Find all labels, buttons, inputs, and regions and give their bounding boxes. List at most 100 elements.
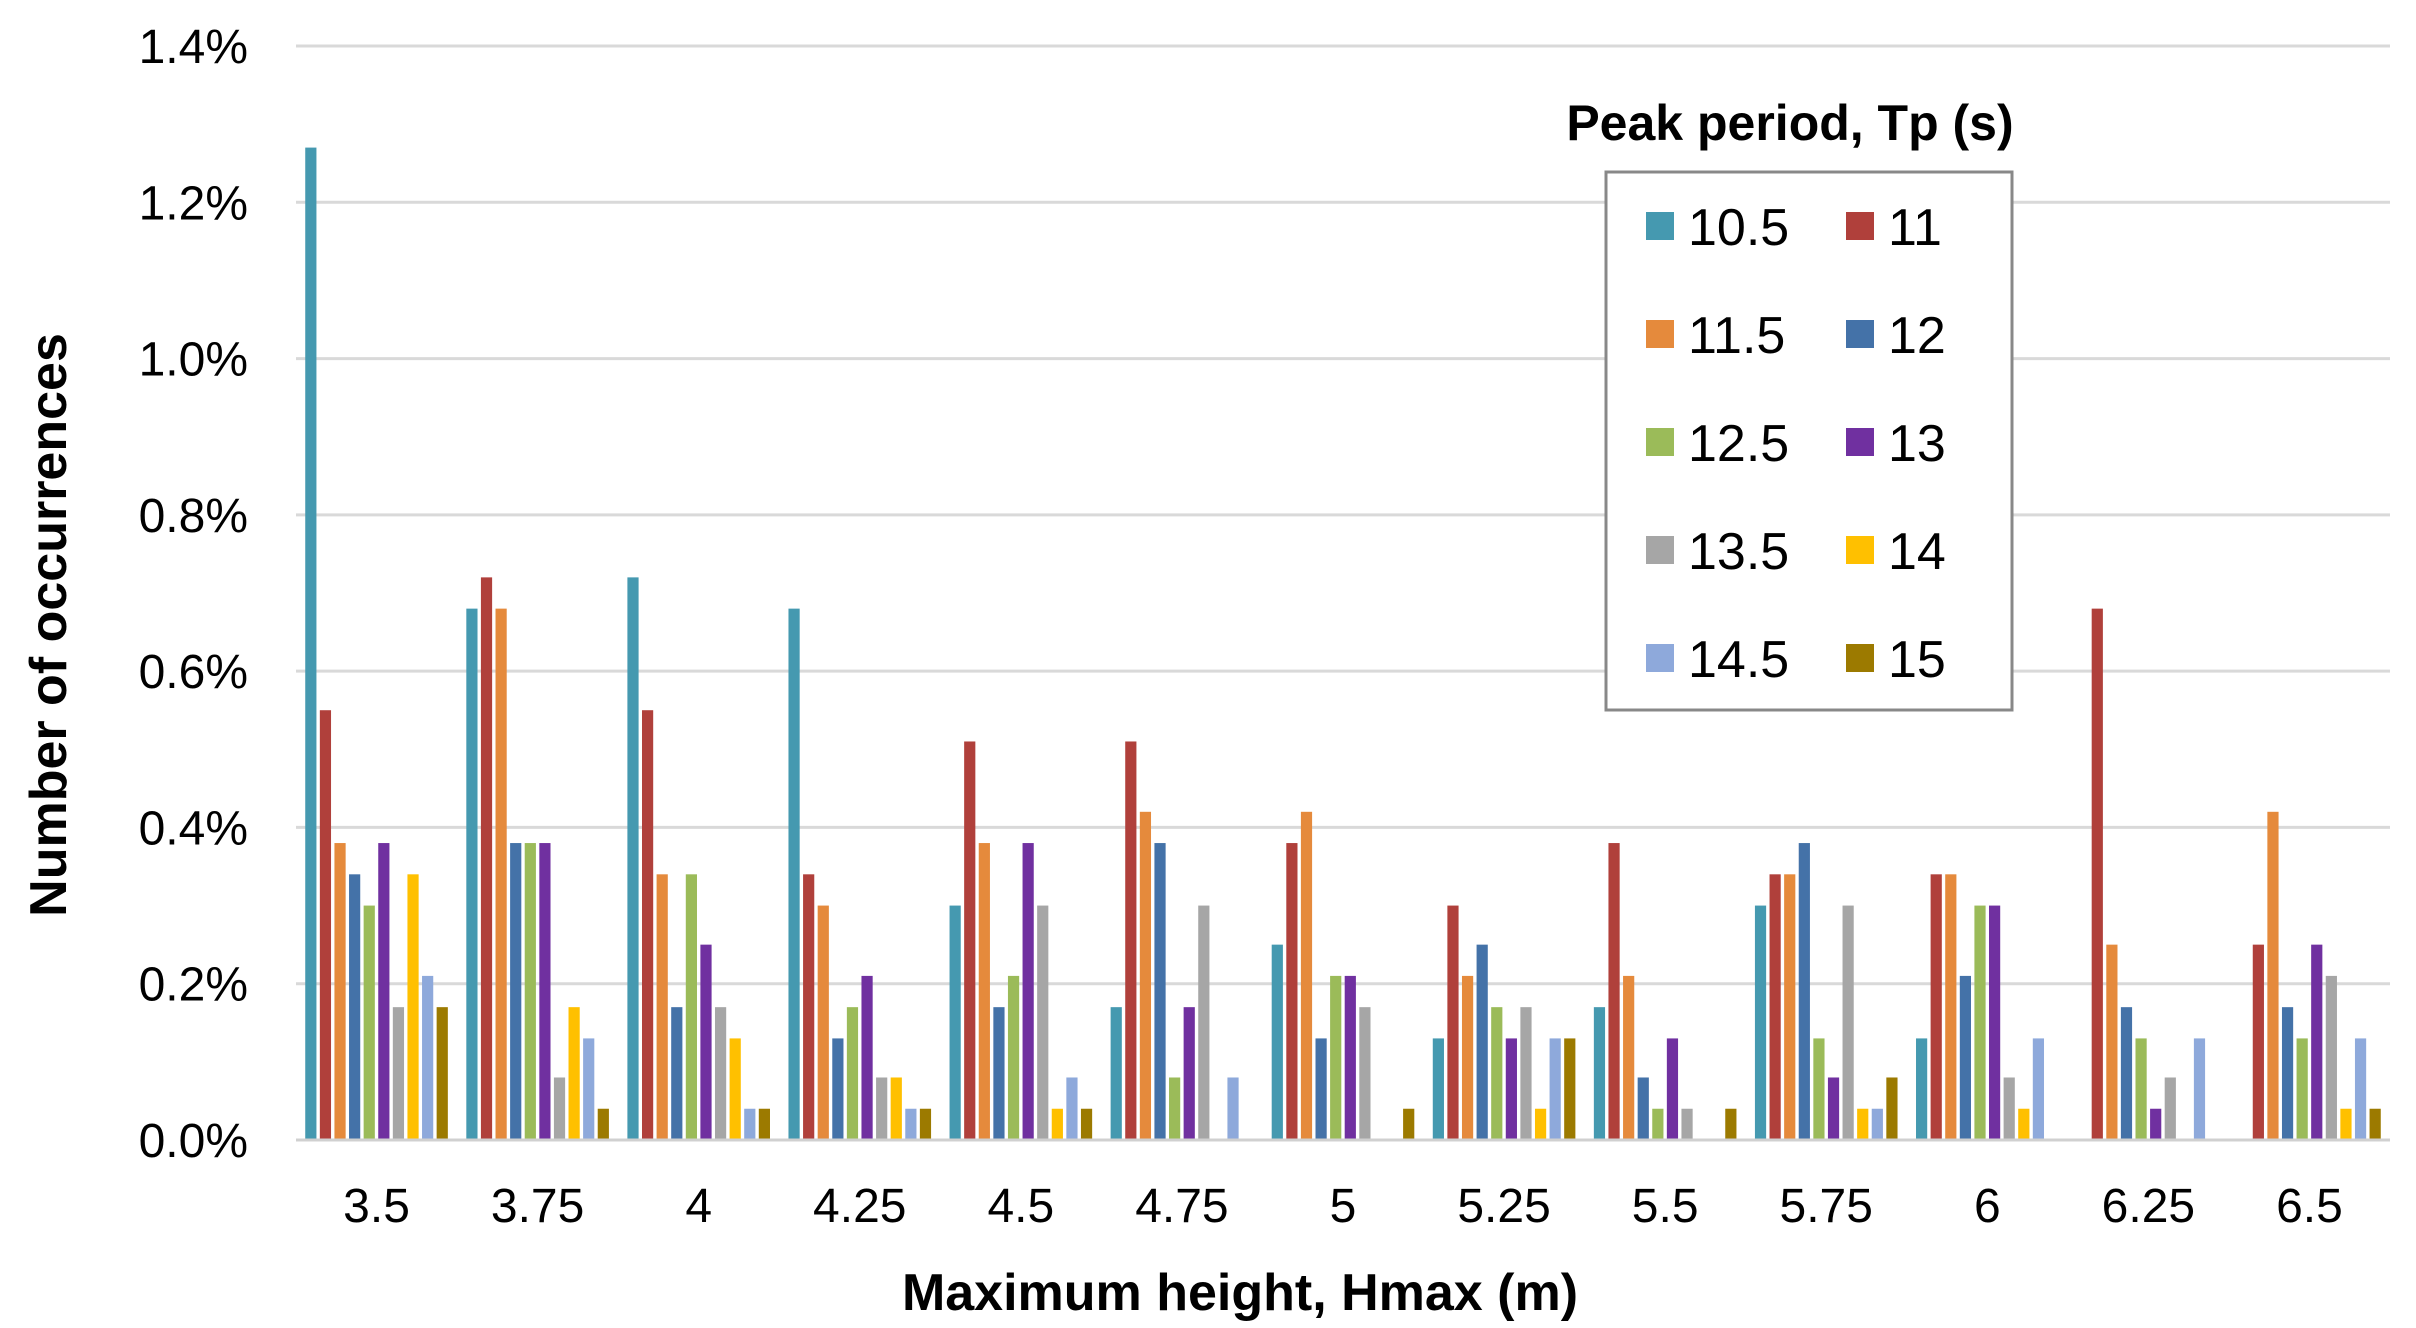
bar — [641, 710, 654, 1140]
bar — [1110, 1007, 1122, 1140]
bars-group — [305, 147, 2381, 1141]
bar — [363, 905, 375, 1140]
bar — [1593, 1007, 1606, 1140]
bar — [744, 1108, 756, 1140]
bar — [1857, 1108, 1869, 1140]
legend-label: 14.5 — [1688, 631, 1789, 689]
bar — [1344, 975, 1356, 1140]
bar — [803, 874, 815, 1140]
y-tick-label: 1.2% — [139, 177, 248, 230]
gridlines — [296, 44, 2390, 986]
y-axis-title: Number of occurrences — [20, 333, 78, 917]
bar — [510, 843, 522, 1140]
bar — [2091, 608, 2103, 1140]
bar — [729, 1038, 741, 1140]
bar — [1784, 874, 1796, 1140]
x-tick-label: 4 — [685, 1180, 712, 1233]
bar — [1315, 1038, 1327, 1140]
bar — [1725, 1108, 1737, 1140]
bar — [832, 1038, 844, 1140]
bar — [1930, 874, 1942, 1140]
x-tick-label: 4.5 — [987, 1180, 1054, 1233]
bar — [1051, 1108, 1063, 1140]
bar — [2296, 1038, 2308, 1140]
x-tick-label: 5 — [1330, 1180, 1357, 1233]
bar — [2354, 1038, 2367, 1140]
legend-label: 10.5 — [1688, 199, 1789, 257]
bar — [597, 1108, 609, 1140]
y-tick-label: 0.2% — [139, 959, 248, 1012]
x-tick-labels: 3.5 3.75 4 4.25 4.5 4.75 5 5.25 5.5 5.75 6 6.25 6.5 — [343, 1180, 2343, 1233]
bar — [1945, 874, 1957, 1140]
x-tick-label: 3.5 — [343, 1180, 410, 1233]
x-tick-label: 6 — [1974, 1180, 2001, 1233]
x-tick-label: 3.75 — [491, 1180, 584, 1233]
bar — [1476, 944, 1488, 1140]
bar — [1549, 1038, 1561, 1140]
legend-title: Peak period, Tp (s) — [1566, 95, 2013, 151]
bar — [583, 1038, 595, 1140]
y-tick-label: 1.0% — [139, 334, 248, 387]
y-tick-labels: 0.0% 0.2% 0.4% 0.6% 0.8% 1.0% 1.2% 1.4% — [139, 21, 248, 1168]
x-tick-label: 5.5 — [1632, 1180, 1699, 1233]
legend-swatch — [1846, 536, 1874, 564]
legend-swatch — [1646, 320, 1674, 348]
legend-swatch — [1846, 644, 1874, 672]
bar — [319, 710, 332, 1140]
bar — [2018, 1108, 2030, 1140]
y-tick-label: 0.4% — [139, 802, 248, 855]
bar — [656, 874, 668, 1140]
x-tick-label: 6.5 — [2276, 1180, 2343, 1233]
x-tick-label: 4.25 — [813, 1180, 906, 1233]
bar — [1461, 975, 1474, 1140]
bar — [1989, 905, 2001, 1140]
y-tick-label: 0.0% — [139, 1115, 248, 1168]
bar — [2003, 1077, 2015, 1140]
bar — [2150, 1108, 2162, 1140]
bar — [1623, 975, 1635, 1140]
bar — [1974, 905, 1986, 1140]
bar — [1813, 1038, 1825, 1140]
bar — [700, 944, 712, 1140]
bar — [1183, 1007, 1195, 1140]
bar — [2325, 975, 2337, 1140]
legend: 10.5 11 11.5 12 12.5 13 13.5 14 14.5 15 — [1604, 170, 2014, 712]
bar — [1827, 1077, 1840, 1140]
bar — [685, 874, 697, 1140]
legend-swatch — [1846, 428, 1874, 456]
bar — [1916, 1038, 1928, 1140]
bar — [1608, 843, 1620, 1140]
bar — [949, 905, 961, 1140]
legend-label: 13.5 — [1688, 523, 1789, 581]
bar — [1959, 975, 1972, 1140]
legend-swatch — [1846, 320, 1874, 348]
bar — [890, 1077, 902, 1140]
bar — [788, 608, 800, 1140]
bar — [1359, 1007, 1371, 1140]
bar — [2135, 1038, 2147, 1140]
bar — [1300, 811, 1313, 1140]
bar — [1286, 843, 1298, 1140]
bar — [1022, 843, 1034, 1140]
bar — [758, 1108, 770, 1140]
bar — [919, 1108, 932, 1140]
bar — [334, 843, 346, 1140]
bar — [349, 874, 361, 1140]
bar — [1447, 905, 1459, 1140]
bar — [524, 843, 536, 1140]
bar — [2120, 1007, 2133, 1140]
bar — [2252, 944, 2264, 1140]
bar — [2032, 1038, 2045, 1140]
bar — [466, 608, 478, 1140]
bar — [1330, 975, 1342, 1140]
legend-label: 11 — [1888, 199, 1942, 257]
y-tick-label: 1.4% — [139, 21, 248, 74]
bar — [1491, 1007, 1503, 1140]
x-tick-label: 6.25 — [2102, 1180, 2195, 1233]
legend-label: 12 — [1888, 307, 1946, 365]
bar — [2281, 1007, 2294, 1140]
bar — [1066, 1077, 1078, 1140]
legend-label: 13 — [1888, 415, 1946, 473]
bar — [392, 1007, 405, 1140]
bar — [378, 843, 390, 1140]
